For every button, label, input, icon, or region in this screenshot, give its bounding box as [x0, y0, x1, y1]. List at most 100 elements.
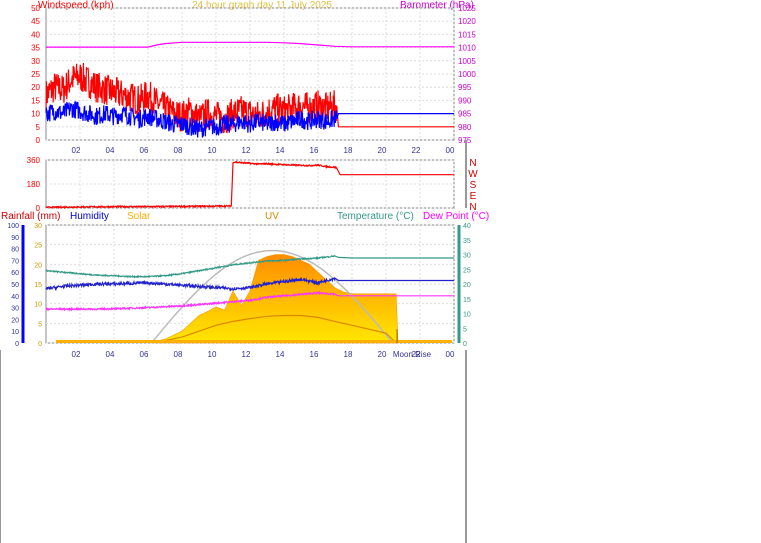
multi-x-tick-label: 22 — [412, 350, 421, 359]
direction-compass-label: S — [470, 180, 477, 191]
temperature-tick-label: 20 — [463, 282, 471, 289]
wind-tick-label: 25 — [31, 70, 40, 79]
wind-tick-label: 20 — [31, 83, 40, 92]
wind-x-tick-label: 16 — [310, 146, 319, 155]
multi-x-tick-label: 04 — [106, 350, 115, 359]
humidity-tick-label: 10 — [34, 302, 42, 309]
wind-x-tick-label: 22 — [412, 146, 421, 155]
wind-x-tick-label: 10 — [208, 146, 217, 155]
chart-title: 24 hour graph day 11 July 2025 — [192, 0, 332, 11]
rainfall-tick-label: 10 — [11, 329, 19, 336]
humidity-tick-label: 5 — [38, 321, 42, 328]
wind-x-tick-label: 00 — [446, 146, 455, 155]
wind-x-tick-label: 20 — [378, 146, 387, 155]
temperature-tick-label: 30 — [463, 253, 471, 260]
direction-line — [45, 160, 454, 210]
barometer-tick-label: 985 — [458, 110, 472, 119]
moon-rise-label: Moon Rise — [393, 350, 432, 359]
wind-tick-label: 5 — [36, 123, 41, 132]
wind-tick-label: 35 — [31, 44, 40, 53]
direction-tick-label: 360 — [27, 156, 41, 165]
temperature-tick-label: 15 — [463, 297, 471, 304]
solar-theoretical-curve — [150, 249, 394, 344]
wind-x-tick-label: 12 — [242, 146, 251, 155]
wind-tick-label: 15 — [31, 96, 40, 105]
wind-axis-label: Windspeed (kph) — [38, 0, 114, 11]
multi-x-tick-label: 10 — [208, 350, 217, 359]
dewpoint-label: Dew Point (°C) — [423, 211, 489, 222]
direction-compass-label: N — [469, 202, 476, 213]
barometer-tick-label: 1005 — [458, 57, 476, 66]
rainfall-tick-label: 70 — [11, 258, 19, 265]
temperature-tick-label: 40 — [463, 223, 471, 230]
direction-compass-label: N — [469, 158, 476, 169]
humidity-axis-label: Humidity — [70, 211, 109, 222]
multi-x-tick-label: 06 — [140, 350, 149, 359]
direction-compass-label: E — [470, 191, 477, 202]
barometer-line — [46, 41, 454, 48]
temperature-tick-label: 5 — [463, 326, 467, 333]
wind-tick-label: 45 — [31, 17, 40, 26]
dewpoint-line — [45, 290, 454, 312]
rainfall-tick-label: 0 — [15, 341, 19, 348]
multi-x-tick-label: 12 — [242, 350, 251, 359]
wind-tick-label: 40 — [31, 30, 40, 39]
wind-gust-line — [45, 62, 454, 134]
rainfall-tick-label: 40 — [11, 294, 19, 301]
barometer-tick-label: 995 — [458, 83, 472, 92]
barometer-tick-label: 1000 — [458, 70, 476, 79]
wind-x-tick-label: 02 — [72, 146, 81, 155]
temperature-tick-label: 10 — [463, 312, 471, 319]
humidity-tick-label: 30 — [34, 223, 42, 230]
multi-x-tick-label: 02 — [72, 350, 81, 359]
wind-tick-label: 0 — [36, 136, 41, 145]
direction-compass-label: W — [468, 169, 478, 180]
rainfall-axis-label: Rainfall (mm) — [1, 211, 60, 222]
barometer-axis-label: Barometer (hPa) — [400, 0, 474, 11]
barometer-tick-label: 1020 — [458, 17, 476, 26]
wind-tick-label: 50 — [31, 4, 40, 13]
barometer-tick-label: 975 — [458, 136, 472, 145]
rainfall-tick-label: 90 — [11, 235, 19, 242]
multi-x-tick-label: 14 — [276, 350, 285, 359]
multi-x-tick-label: 18 — [344, 350, 353, 359]
barometer-tick-label: 1010 — [458, 44, 476, 53]
wind-x-tick-label: 14 — [276, 146, 285, 155]
rainfall-tick-label: 50 — [11, 282, 19, 289]
humidity-tick-label: 20 — [34, 262, 42, 269]
solar-area — [151, 254, 399, 344]
rainfall-tick-label: 80 — [11, 247, 19, 254]
barometer-tick-label: 980 — [458, 123, 472, 132]
barometer-tick-label: 990 — [458, 96, 472, 105]
rainfall-tick-label: 30 — [11, 306, 19, 313]
temperature-line — [45, 254, 454, 279]
temperature-tick-label: 25 — [463, 267, 471, 274]
direction-tick-label: 180 — [27, 180, 41, 189]
temperature-tick-label: 0 — [463, 341, 467, 348]
barometer-tick-label: 1015 — [458, 30, 476, 39]
solar-label: Solar — [127, 211, 151, 222]
multi-x-tick-label: 00 — [446, 350, 455, 359]
temperature-tick-label: 35 — [463, 238, 471, 245]
wind-tick-label: 10 — [31, 110, 40, 119]
direction-tick-label: 0 — [36, 204, 41, 213]
humidity-tick-label: 0 — [38, 341, 42, 348]
wind-x-tick-label: 18 — [344, 146, 353, 155]
temperature-axis-label: Temperature (°C) — [337, 211, 414, 222]
humidity-tick-label: 25 — [34, 243, 42, 250]
multi-x-tick-label: 20 — [378, 350, 387, 359]
humidity-line — [45, 277, 454, 292]
barometer-tick-label: 1025 — [458, 4, 476, 13]
uv-label: UV — [265, 211, 279, 222]
rainfall-tick-label: 20 — [11, 317, 19, 324]
humidity-tick-label: 15 — [34, 282, 42, 289]
wind-avg-line — [45, 101, 454, 138]
wind-x-tick-label: 04 — [106, 146, 115, 155]
wind-x-tick-label: 06 — [140, 146, 149, 155]
multi-x-tick-label: 08 — [174, 350, 183, 359]
rainfall-tick-label: 100 — [7, 223, 19, 230]
uv-line — [156, 314, 397, 344]
baseline-strip — [56, 340, 452, 343]
